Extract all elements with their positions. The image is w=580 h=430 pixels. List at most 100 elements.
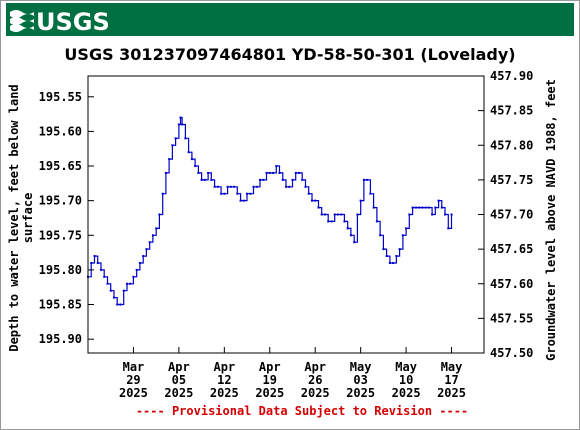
data-point bbox=[145, 248, 148, 251]
data-point bbox=[236, 192, 239, 195]
left-axis: 195.55 195.60 195.65 195.70 195.75 195.80 195.… bbox=[39, 90, 94, 346]
data-point bbox=[272, 171, 275, 174]
data-point bbox=[171, 144, 174, 147]
data-point bbox=[440, 206, 443, 209]
x-tick-label: Apr bbox=[304, 360, 326, 374]
data-point bbox=[213, 185, 216, 188]
x-tick-label: Apr bbox=[259, 360, 281, 374]
data-point bbox=[216, 185, 219, 188]
data-point bbox=[233, 185, 236, 188]
data-point bbox=[297, 171, 300, 174]
data-point bbox=[158, 213, 161, 216]
x-tick-label: 03 bbox=[353, 373, 367, 387]
data-point bbox=[421, 206, 424, 209]
data-point bbox=[304, 185, 307, 188]
left-tick-label: 195.60 bbox=[39, 124, 82, 138]
left-tick-label: 195.80 bbox=[39, 263, 82, 277]
data-point bbox=[255, 185, 258, 188]
x-tick-label: 19 bbox=[263, 373, 277, 387]
data-point bbox=[431, 213, 434, 216]
data-point bbox=[168, 158, 171, 161]
data-point bbox=[405, 227, 408, 230]
left-tick-label: 195.75 bbox=[39, 228, 82, 242]
data-point bbox=[346, 227, 349, 230]
data-point bbox=[317, 206, 320, 209]
data-point bbox=[294, 171, 297, 174]
y-axis-label-left-line2: surface bbox=[21, 193, 35, 244]
data-point bbox=[379, 234, 382, 237]
data-point bbox=[197, 171, 200, 174]
data-point bbox=[336, 213, 339, 216]
left-tick-label: 195.85 bbox=[39, 298, 82, 312]
right-tick-label: 457.55 bbox=[490, 311, 533, 325]
x-tick-label: 2025 bbox=[164, 386, 193, 400]
data-point bbox=[112, 296, 115, 299]
data-point bbox=[307, 192, 310, 195]
data-point bbox=[246, 192, 249, 195]
data-point bbox=[359, 199, 362, 202]
right-tick-label: 457.50 bbox=[490, 346, 533, 360]
data-point bbox=[281, 178, 284, 181]
data-point bbox=[125, 282, 128, 285]
data-point bbox=[437, 199, 440, 202]
data-point bbox=[447, 227, 450, 230]
data-point bbox=[301, 178, 304, 181]
x-tick-label: 26 bbox=[308, 373, 322, 387]
data-point bbox=[148, 241, 151, 244]
right-tick-label: 457.60 bbox=[490, 277, 533, 291]
data-point bbox=[190, 158, 193, 161]
x-tick-label: 2025 bbox=[346, 386, 375, 400]
left-tick-label: 195.90 bbox=[39, 332, 82, 346]
data-point bbox=[349, 234, 352, 237]
data-point bbox=[177, 123, 180, 126]
data-point bbox=[119, 303, 122, 306]
data-point bbox=[265, 171, 268, 174]
data-point bbox=[333, 213, 336, 216]
data-point bbox=[106, 282, 109, 285]
data-point bbox=[340, 213, 343, 216]
y-axis-label-left-line1: Depth to water level, feet below land bbox=[7, 84, 21, 351]
data-point bbox=[142, 255, 145, 258]
data-point bbox=[285, 185, 287, 188]
x-tick-label: 12 bbox=[217, 373, 231, 387]
data-point bbox=[129, 282, 132, 285]
data-point bbox=[220, 192, 223, 195]
data-point bbox=[99, 268, 102, 271]
data-point bbox=[362, 178, 365, 181]
data-point bbox=[96, 261, 99, 264]
y-axis-label-right: Groundwater level above NAVD 1988, feet bbox=[544, 79, 558, 361]
data-point bbox=[268, 171, 271, 174]
data-point bbox=[291, 178, 294, 181]
x-tick-label: 05 bbox=[172, 373, 186, 387]
data-point bbox=[408, 213, 411, 216]
data-point bbox=[229, 185, 232, 188]
x-tick-label: May bbox=[441, 360, 463, 374]
data-point bbox=[262, 178, 265, 181]
x-tick-label: 29 bbox=[126, 373, 140, 387]
data-point bbox=[278, 171, 281, 174]
data-point bbox=[181, 123, 184, 126]
left-tick-label: 195.70 bbox=[39, 194, 82, 208]
data-point bbox=[187, 151, 190, 154]
x-tick-label: Apr bbox=[168, 360, 190, 374]
x-tick-label: 2025 bbox=[255, 386, 284, 400]
data-point bbox=[310, 199, 313, 202]
data-point bbox=[330, 220, 333, 223]
data-point bbox=[414, 206, 417, 209]
data-point bbox=[382, 248, 385, 251]
x-tick-label: 2025 bbox=[437, 386, 466, 400]
data-point bbox=[434, 206, 437, 209]
x-tick-label: 17 bbox=[444, 373, 458, 387]
data-point bbox=[388, 261, 391, 264]
x-tick-label: Apr bbox=[213, 360, 235, 374]
data-point bbox=[424, 206, 427, 209]
left-tick-label: 195.65 bbox=[39, 159, 82, 173]
data-point bbox=[327, 220, 330, 223]
data-point bbox=[366, 178, 369, 181]
x-tick-label: Mar bbox=[123, 360, 145, 374]
data-point bbox=[184, 137, 187, 140]
data-point bbox=[385, 255, 388, 258]
x-tick-label: May bbox=[350, 360, 372, 374]
chart-title: USGS 301237097464801 YD-58-50-301 (Lovel… bbox=[64, 45, 515, 64]
